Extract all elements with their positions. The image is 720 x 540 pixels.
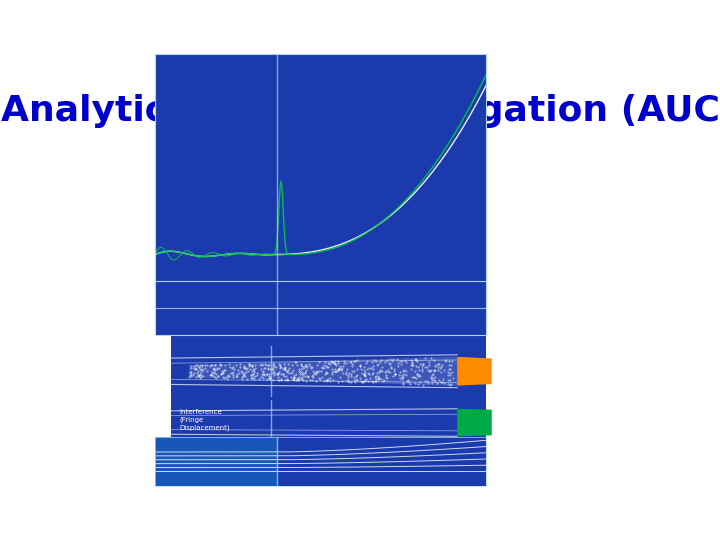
FancyBboxPatch shape [171,82,486,447]
Text: Absorbance: Absorbance [179,193,229,202]
Bar [155,437,277,486]
Polygon shape [457,357,492,386]
Text: reference
sector: reference sector [523,383,559,403]
Text: Analytical Ultracentrifugation (AUC): Analytical Ultracentrifugation (AUC) [1,94,720,128]
Text: radius (cm): radius (cm) [315,446,362,454]
Text: Interference
(Fringe
Displacement): Interference (Fringe Displacement) [179,409,230,431]
Polygon shape [189,357,457,386]
Text: sample
sector: sample sector [523,344,550,363]
Polygon shape [457,409,492,436]
